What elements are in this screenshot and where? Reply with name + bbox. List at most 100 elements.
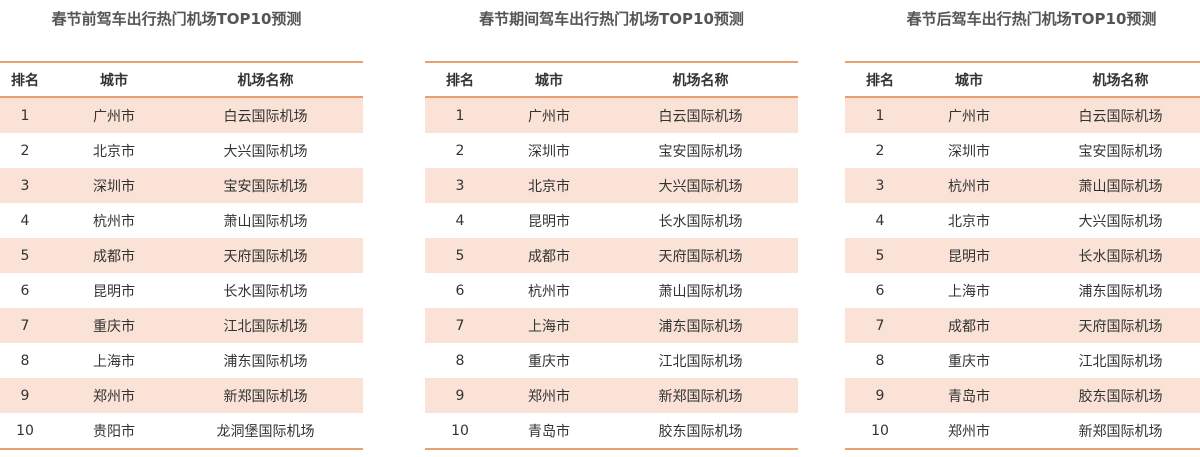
ranking-table: 排名 城市 机场名称 1 广州市 白云国际机场 2 深圳市 宝安国际机场 3 北… <box>425 61 798 450</box>
cell-city: 深圳市 <box>93 178 135 195</box>
cell-rank: 3 <box>20 177 30 194</box>
cell-city: 上海市 <box>528 318 570 335</box>
cell-airport: 江北国际机场 <box>223 318 308 335</box>
cell-rank: 7 <box>20 317 30 334</box>
cell-city: 杭州市 <box>948 178 990 195</box>
header-airport: 机场名称 <box>237 72 294 89</box>
cell-rank: 3 <box>455 177 465 194</box>
table-row: 2 北京市 大兴国际机场 <box>0 133 363 168</box>
header-airport: 机场名称 <box>1092 72 1149 89</box>
cell-city: 重庆市 <box>93 318 135 335</box>
cell-airport: 浦东国际机场 <box>223 353 308 370</box>
cell-rank: 5 <box>20 247 30 264</box>
cell-airport: 萧山国际机场 <box>223 213 308 230</box>
cell-rank: 4 <box>20 212 30 229</box>
header-city: 城市 <box>100 72 128 89</box>
cell-rank: 2 <box>20 142 30 159</box>
cell-airport: 白云国际机场 <box>223 108 308 125</box>
cell-city: 郑州市 <box>93 388 135 405</box>
cell-city: 昆明市 <box>93 283 135 300</box>
table-row: 1 广州市 白云国际机场 <box>0 98 363 133</box>
table-row: 1 广州市 白云国际机场 <box>425 98 798 133</box>
cell-city: 昆明市 <box>528 213 570 230</box>
cell-rank: 6 <box>455 282 465 299</box>
cell-airport: 白云国际机场 <box>658 108 743 125</box>
ranking-panel-during: 春节期间驾车出行热门机场TOP10预测 排名 城市 机场名称 1 广州市 白云国… <box>425 0 798 457</box>
table-row: 3 深圳市 宝安国际机场 <box>0 168 363 203</box>
table-row: 9 郑州市 新郑国际机场 <box>0 378 363 413</box>
cell-city: 北京市 <box>528 178 570 195</box>
cell-rank: 10 <box>16 422 34 439</box>
header-city: 城市 <box>955 72 983 89</box>
table-row: 6 昆明市 长水国际机场 <box>0 273 363 308</box>
cell-city: 成都市 <box>528 248 570 265</box>
table-row: 6 杭州市 萧山国际机场 <box>425 273 798 308</box>
cell-airport: 江北国际机场 <box>1078 353 1163 370</box>
table-row: 7 上海市 浦东国际机场 <box>425 308 798 343</box>
cell-airport: 龙洞堡国际机场 <box>216 423 315 440</box>
cell-airport: 长水国际机场 <box>658 213 743 230</box>
cell-airport: 新郑国际机场 <box>658 388 743 405</box>
cell-city: 上海市 <box>93 353 135 370</box>
table-row: 5 昆明市 长水国际机场 <box>845 238 1200 273</box>
table-row: 4 北京市 大兴国际机场 <box>845 203 1200 238</box>
cell-airport: 新郑国际机场 <box>223 388 308 405</box>
cell-city: 郑州市 <box>528 388 570 405</box>
header-rank: 排名 <box>866 72 894 89</box>
cell-rank: 9 <box>875 387 885 404</box>
cell-airport: 萧山国际机场 <box>658 283 743 300</box>
cell-city: 成都市 <box>93 248 135 265</box>
cell-rank: 4 <box>455 212 465 229</box>
cell-city: 深圳市 <box>948 143 990 160</box>
cell-rank: 3 <box>875 177 885 194</box>
ranking-panel-after: 春节后驾车出行热门机场TOP10预测 排名 城市 机场名称 1 广州市 白云国际… <box>845 0 1200 457</box>
table-row: 4 昆明市 长水国际机场 <box>425 203 798 238</box>
table-title: 春节前驾车出行热门机场TOP10预测 <box>51 10 302 28</box>
cell-airport: 浦东国际机场 <box>658 318 743 335</box>
cell-city: 成都市 <box>948 318 990 335</box>
cell-airport: 大兴国际机场 <box>1078 213 1163 230</box>
cell-city: 广州市 <box>948 108 990 125</box>
cell-rank: 1 <box>455 107 465 124</box>
cell-city: 杭州市 <box>528 283 570 300</box>
table-row: 3 杭州市 萧山国际机场 <box>845 168 1200 203</box>
cell-city: 重庆市 <box>948 353 990 370</box>
cell-rank: 2 <box>455 142 465 159</box>
table-row: 7 成都市 天府国际机场 <box>845 308 1200 343</box>
cell-rank: 1 <box>875 107 885 124</box>
table-row: 9 青岛市 胶东国际机场 <box>845 378 1200 413</box>
table-row: 6 上海市 浦东国际机场 <box>845 273 1200 308</box>
cell-city: 北京市 <box>948 213 990 230</box>
cell-airport: 宝安国际机场 <box>1078 143 1163 160</box>
cell-airport: 宝安国际机场 <box>223 178 308 195</box>
table-row: 10 郑州市 新郑国际机场 <box>845 413 1200 448</box>
ranking-table: 排名 城市 机场名称 1 广州市 白云国际机场 2 北京市 大兴国际机场 3 深… <box>0 61 363 450</box>
cell-rank: 9 <box>20 387 30 404</box>
table-row: 10 青岛市 胶东国际机场 <box>425 413 798 448</box>
cell-city: 贵阳市 <box>93 423 135 440</box>
cell-airport: 大兴国际机场 <box>658 178 743 195</box>
cell-airport: 萧山国际机场 <box>1078 178 1163 195</box>
cell-rank: 8 <box>455 352 465 369</box>
cell-rank: 8 <box>20 352 30 369</box>
cell-city: 重庆市 <box>528 353 570 370</box>
cell-airport: 胶东国际机场 <box>1078 388 1163 405</box>
table-row: 2 深圳市 宝安国际机场 <box>425 133 798 168</box>
cell-city: 青岛市 <box>528 423 570 440</box>
ranking-table: 排名 城市 机场名称 1 广州市 白云国际机场 2 深圳市 宝安国际机场 3 杭… <box>845 61 1200 450</box>
cell-city: 上海市 <box>948 283 990 300</box>
cell-airport: 天府国际机场 <box>223 248 308 265</box>
cell-airport: 新郑国际机场 <box>1078 423 1163 440</box>
cell-city: 昆明市 <box>948 248 990 265</box>
table-row: 5 成都市 天府国际机场 <box>425 238 798 273</box>
cell-rank: 10 <box>451 422 469 439</box>
cell-airport: 胶东国际机场 <box>658 423 743 440</box>
cell-airport: 长水国际机场 <box>223 283 308 300</box>
cell-rank: 10 <box>871 422 889 439</box>
cell-rank: 7 <box>455 317 465 334</box>
table-row: 8 上海市 浦东国际机场 <box>0 343 363 378</box>
table-row: 3 北京市 大兴国际机场 <box>425 168 798 203</box>
cell-city: 青岛市 <box>948 388 990 405</box>
cell-city: 郑州市 <box>948 423 990 440</box>
cell-rank: 5 <box>455 247 465 264</box>
